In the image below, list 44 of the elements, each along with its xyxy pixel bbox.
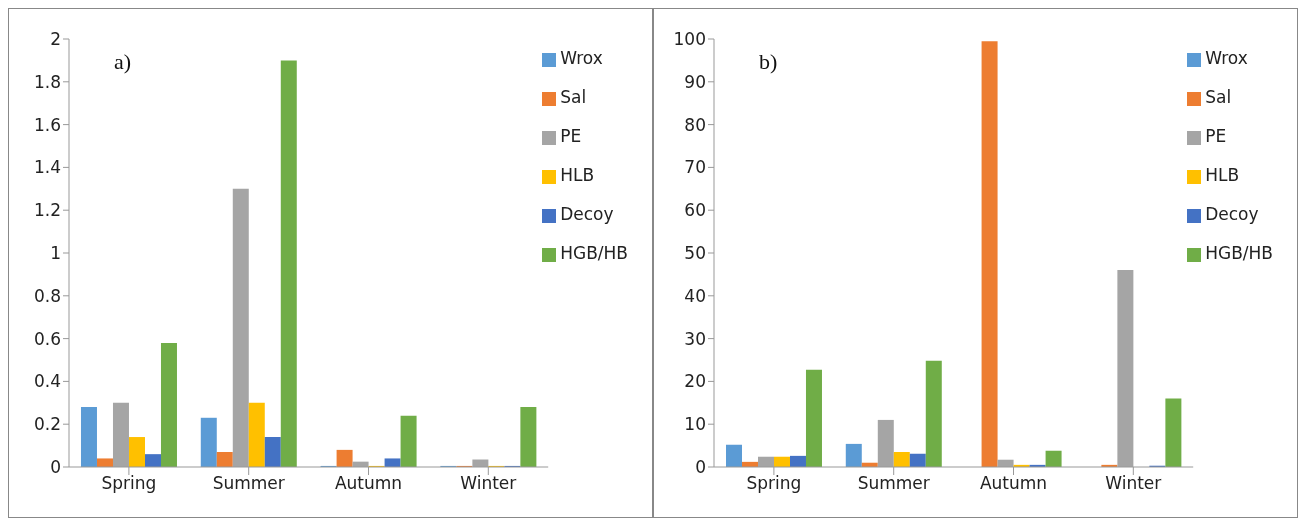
- legend-label: Decoy: [1205, 204, 1259, 224]
- y-tick-label: 1.8: [33, 71, 61, 92]
- x-tick-label: Spring: [101, 473, 157, 494]
- annotation: a): [114, 49, 132, 75]
- y-tick-label: 10: [684, 414, 706, 435]
- legend-label: HLB: [560, 165, 595, 185]
- y-tick-label: 1.4: [33, 157, 61, 178]
- legend-label: HLB: [1205, 165, 1240, 185]
- legend-label: PE: [560, 126, 582, 146]
- y-tick-label: 60: [684, 200, 706, 221]
- y-tick-label: 70: [684, 157, 706, 178]
- legend-label: Sal: [1205, 87, 1232, 107]
- y-tick-label: 2: [50, 29, 61, 50]
- legend-label: Wrox: [560, 48, 603, 68]
- x-tick-label: Autumn: [334, 473, 403, 494]
- y-tick-label: 0.6: [33, 328, 61, 349]
- y-tick-label: 0.2: [33, 414, 61, 435]
- x-tick-label: Autumn: [979, 473, 1048, 494]
- y-tick-label: 1: [50, 243, 61, 264]
- legend-label: HGB/HB: [560, 243, 628, 263]
- y-tick-label: 90: [684, 71, 706, 92]
- y-tick-label: 0: [50, 457, 61, 478]
- y-tick-label: 30: [684, 328, 706, 349]
- y-tick-label: 50: [684, 243, 706, 264]
- y-tick-label: 1.2: [33, 200, 61, 221]
- x-tick-label: Winter: [1105, 473, 1162, 494]
- legend-label: Decoy: [560, 204, 614, 224]
- y-tick-label: 0.4: [33, 371, 61, 392]
- legend-label: Sal: [560, 87, 587, 107]
- x-tick-label: Summer: [857, 473, 930, 494]
- annotation: b): [759, 49, 778, 75]
- y-tick-label: 100: [673, 29, 706, 50]
- x-tick-label: Winter: [460, 473, 517, 494]
- y-tick-label: 0.8: [33, 285, 61, 306]
- x-tick-label: Summer: [212, 473, 285, 494]
- legend-label: HGB/HB: [1205, 243, 1273, 263]
- y-tick-label: 40: [684, 285, 706, 306]
- y-tick-label: 1.6: [33, 114, 61, 135]
- y-tick-label: 20: [684, 371, 706, 392]
- y-tick-label: 80: [684, 114, 706, 135]
- legend-label: PE: [1205, 126, 1227, 146]
- legend-label: Wrox: [1205, 48, 1248, 68]
- y-tick-label: 0: [695, 457, 706, 478]
- x-tick-label: Spring: [746, 473, 802, 494]
